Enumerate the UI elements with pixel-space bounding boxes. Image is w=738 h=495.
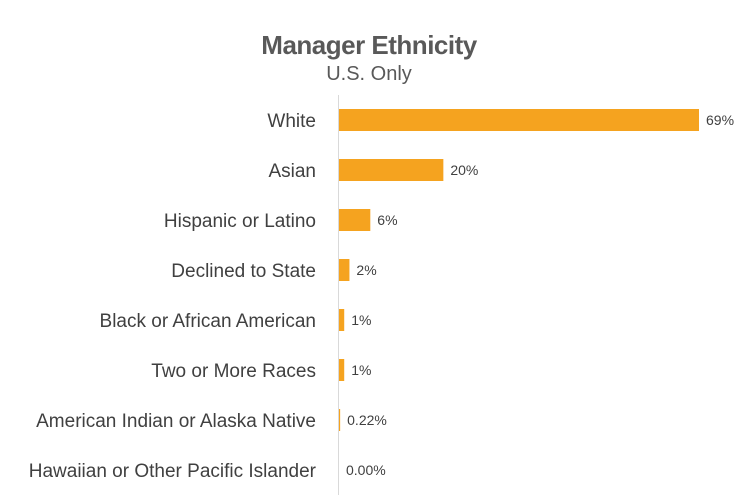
data-label: 0.22%: [347, 412, 387, 428]
data-label: 20%: [450, 162, 478, 178]
category-label: Two or More Races: [151, 361, 316, 382]
bar: [339, 109, 699, 131]
data-label: 6%: [377, 212, 397, 228]
category-label: American Indian or Alaska Native: [36, 411, 316, 432]
data-label: 69%: [706, 112, 734, 128]
chart-subtitle: U.S. Only: [326, 63, 412, 85]
data-label: 0.00%: [346, 462, 386, 478]
bar: [339, 409, 341, 431]
bar: [339, 209, 371, 231]
category-label: Black or African American: [100, 311, 316, 332]
chart-title: Manager Ethnicity: [261, 30, 477, 60]
category-label: White: [267, 111, 316, 132]
category-label: Asian: [268, 161, 316, 182]
data-label: 2%: [356, 262, 376, 278]
bar: [339, 359, 345, 381]
category-label: Hawaiian or Other Pacific Islander: [29, 461, 317, 482]
data-label: 1%: [351, 362, 371, 378]
bar: [339, 259, 350, 281]
data-label: 1%: [351, 312, 371, 328]
bar: [339, 309, 345, 331]
bar: [339, 159, 444, 181]
category-label: Declined to State: [171, 261, 316, 282]
category-label: Hispanic or Latino: [164, 211, 316, 232]
